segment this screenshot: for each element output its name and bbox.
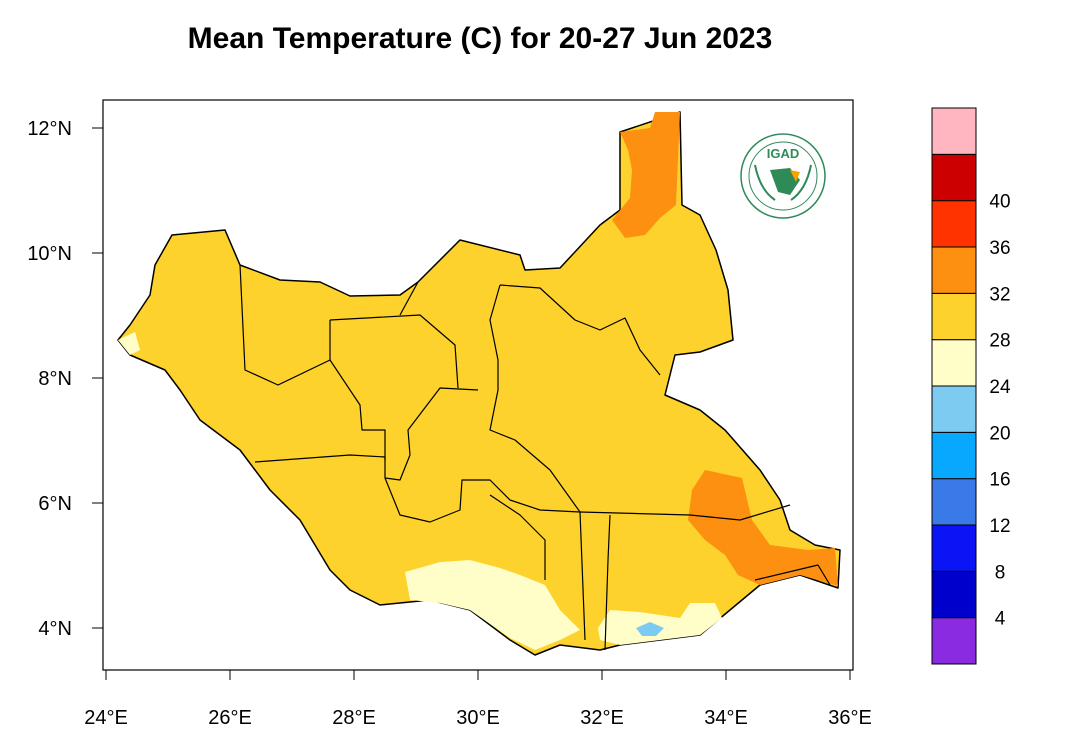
colorbar-bin (931, 246, 977, 294)
x-tick-label: 36°E (828, 707, 872, 729)
colorbar-label: 32 (989, 284, 1010, 305)
colorbar-label: 8 (995, 562, 1006, 583)
west-tip-20-24 (118, 332, 140, 355)
y-tick-label: 4°N (38, 618, 72, 640)
colorbar-bin (931, 107, 977, 155)
colorbar-label: 24 (989, 377, 1011, 398)
state-boundaries (239, 264, 831, 651)
colorbar-bin (931, 617, 977, 665)
small-patch-16-20 (636, 622, 664, 636)
colorbar-label: 12 (989, 516, 1010, 537)
colorbar-bin (931, 153, 977, 202)
south-region-20-24 (405, 560, 580, 650)
colorbar-label: 16 (989, 470, 1010, 491)
colorbar-bin (931, 570, 977, 619)
x-tick-label: 30°E (456, 707, 500, 729)
colorbar-bin (931, 200, 977, 248)
colorbar-bin (931, 292, 977, 341)
y-axis: 12°N 10°N 8°N 6°N 4°N (27, 118, 103, 640)
southeast-strip-20-24 (598, 603, 722, 645)
colorbar-bin (931, 478, 977, 526)
colorbar: 4 8 12 16 20 24 28 32 36 40 (931, 107, 1011, 665)
y-tick-label: 12°N (27, 118, 72, 140)
x-tick-label: 26°E (208, 707, 252, 729)
y-tick-label: 8°N (38, 368, 72, 390)
colorbar-bin (931, 431, 977, 480)
colorbar-label: 20 (989, 423, 1010, 444)
colorbar-bin (931, 385, 977, 433)
x-tick-label: 28°E (332, 707, 376, 729)
x-tick-label: 32°E (580, 707, 624, 729)
y-tick-label: 10°N (27, 243, 72, 265)
x-axis: 24°E 26°E 28°E 30°E 32°E 34°E 36°E (84, 670, 872, 729)
colorbar-bin (931, 524, 977, 572)
x-tick-label: 24°E (84, 707, 128, 729)
colorbar-label: 40 (989, 192, 1010, 213)
colorbar-label: 28 (989, 331, 1010, 352)
colorbar-label: 4 (995, 609, 1006, 630)
north-tip-28-32 (612, 112, 680, 238)
x-tick-label: 34°E (704, 707, 748, 729)
colorbar-bin (931, 339, 977, 387)
southeast-region-28-32 (688, 470, 838, 586)
igad-logo-text: IGAD (767, 146, 800, 161)
igad-logo: IGAD (740, 133, 826, 219)
map-title: Mean Temperature (C) for 20-27 Jun 2023 (187, 22, 773, 55)
colorbar-label: 36 (989, 238, 1010, 259)
y-tick-label: 6°N (38, 493, 72, 515)
